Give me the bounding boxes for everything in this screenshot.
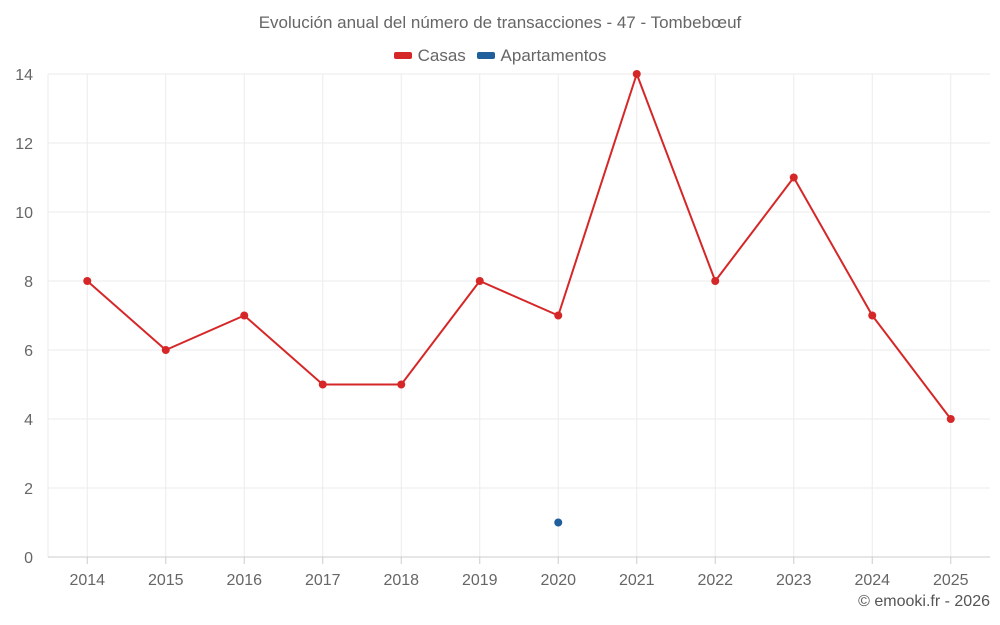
data-point-casas [397, 380, 406, 389]
y-tick-label: 6 [24, 343, 33, 360]
series-line-casas [86, 73, 952, 420]
y-tick-label: 4 [24, 412, 33, 429]
y-tick-label: 12 [15, 136, 33, 153]
y-tick-label: 8 [24, 274, 33, 291]
grid-layer [47, 73, 990, 557]
y-tick-label: 10 [15, 205, 33, 222]
x-tick-label: 2023 [776, 572, 812, 589]
data-point-casas [711, 277, 720, 285]
legend-swatch-apartamentos [476, 52, 495, 59]
series-apartamentos [554, 518, 563, 527]
data-point-casas [554, 311, 563, 320]
y-tick-label: 2 [24, 481, 33, 498]
x-tick-label: 2024 [854, 572, 890, 589]
x-tick-label: 2014 [69, 572, 105, 589]
x-tick-label: 2016 [226, 572, 262, 589]
data-point-apartamentos [554, 518, 563, 527]
data-point-casas [632, 70, 641, 78]
legend: Casas Apartamentos [0, 44, 1000, 66]
legend-swatch-casas [393, 52, 412, 59]
chart-title: Evolución anual del número de transaccio… [258, 13, 742, 32]
x-tick-label: 2018 [383, 572, 419, 589]
y-tick-label: 0 [24, 550, 33, 567]
data-point-casas [240, 311, 249, 320]
legend-label-apartamentos: Apartamentos [500, 45, 607, 65]
series-layer [83, 70, 955, 527]
data-point-casas [161, 346, 170, 354]
data-point-casas [475, 277, 484, 285]
data-point-casas [318, 380, 327, 389]
legend-label-casas: Casas [417, 45, 466, 65]
credit-text: © emooki.fr - 2026 [858, 593, 990, 610]
y-tick-label: 14 [15, 67, 33, 84]
x-tick-label: 2015 [148, 572, 184, 589]
x-tick-label: 2025 [933, 572, 969, 589]
x-tick-label: 2021 [619, 572, 655, 589]
data-point-casas [83, 277, 92, 285]
x-tick-label: 2017 [305, 572, 341, 589]
x-tick-label: 2019 [462, 572, 498, 589]
legend-item-apartamentos[interactable]: Apartamentos [476, 45, 607, 66]
data-point-casas [868, 311, 877, 320]
axis-layer: 0 2 4 6 8 10 12 14 2014 2015 2016 2017 2018 2019 2020 2… [15, 67, 990, 589]
series-casas [83, 70, 955, 423]
data-point-casas [789, 173, 798, 182]
legend-item-casas[interactable]: Casas [393, 45, 466, 66]
x-tick-label: 2020 [540, 572, 576, 589]
x-tick-label: 2022 [697, 572, 733, 589]
data-point-casas [946, 415, 955, 423]
